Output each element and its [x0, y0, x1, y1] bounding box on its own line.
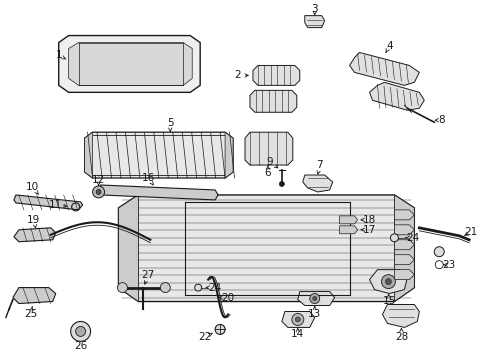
- Polygon shape: [394, 195, 413, 302]
- Text: 4: 4: [386, 41, 392, 50]
- Text: 18: 18: [362, 215, 375, 225]
- Polygon shape: [84, 132, 92, 178]
- Text: 20: 20: [221, 293, 234, 302]
- Text: 21: 21: [464, 227, 477, 237]
- Polygon shape: [118, 195, 413, 302]
- Text: 6: 6: [264, 168, 271, 178]
- Text: 24: 24: [406, 233, 419, 243]
- Polygon shape: [249, 90, 296, 112]
- Text: 25: 25: [24, 310, 38, 319]
- Polygon shape: [339, 216, 357, 224]
- Text: 10: 10: [26, 182, 40, 192]
- Polygon shape: [339, 226, 357, 234]
- Text: 7: 7: [316, 160, 323, 170]
- Text: 15: 15: [382, 296, 395, 306]
- Polygon shape: [14, 195, 82, 210]
- Circle shape: [389, 234, 398, 242]
- Polygon shape: [59, 36, 200, 92]
- Polygon shape: [252, 66, 299, 85]
- Text: 26: 26: [74, 341, 87, 351]
- Circle shape: [71, 321, 90, 341]
- Text: 12: 12: [92, 175, 105, 185]
- Text: 1: 1: [55, 50, 62, 60]
- Text: 19: 19: [27, 215, 41, 225]
- Polygon shape: [394, 210, 413, 220]
- Polygon shape: [14, 228, 56, 242]
- Polygon shape: [84, 132, 233, 178]
- Polygon shape: [297, 292, 334, 306]
- Circle shape: [309, 293, 319, 303]
- Polygon shape: [394, 225, 413, 235]
- Text: 28: 28: [394, 332, 407, 342]
- Text: 3: 3: [311, 4, 317, 14]
- Circle shape: [312, 297, 316, 301]
- Circle shape: [160, 283, 170, 293]
- Polygon shape: [118, 195, 138, 302]
- Text: 14: 14: [290, 329, 304, 339]
- Circle shape: [295, 317, 300, 322]
- Text: 13: 13: [307, 310, 321, 319]
- Circle shape: [291, 314, 303, 325]
- Text: 27: 27: [142, 270, 155, 280]
- Polygon shape: [98, 185, 218, 200]
- Circle shape: [215, 324, 224, 334]
- Polygon shape: [382, 305, 419, 328]
- Text: 9: 9: [266, 157, 273, 167]
- Circle shape: [385, 279, 390, 285]
- Polygon shape: [244, 132, 292, 165]
- Text: 16: 16: [142, 173, 155, 183]
- Polygon shape: [369, 82, 424, 110]
- Text: 5: 5: [166, 118, 173, 128]
- Circle shape: [279, 181, 284, 186]
- Circle shape: [117, 283, 127, 293]
- Polygon shape: [394, 255, 413, 265]
- Polygon shape: [349, 53, 419, 85]
- Text: 2: 2: [234, 71, 241, 80]
- Text: 17: 17: [362, 225, 375, 235]
- Polygon shape: [13, 288, 56, 303]
- Polygon shape: [68, 42, 192, 85]
- Polygon shape: [394, 270, 413, 280]
- Text: 11: 11: [49, 200, 62, 210]
- Polygon shape: [304, 15, 324, 28]
- Circle shape: [433, 247, 443, 257]
- Polygon shape: [302, 175, 332, 192]
- Polygon shape: [281, 311, 314, 328]
- Circle shape: [96, 189, 101, 194]
- Circle shape: [194, 284, 201, 291]
- Polygon shape: [369, 270, 407, 293]
- Text: 23: 23: [442, 260, 455, 270]
- Polygon shape: [224, 132, 233, 178]
- Circle shape: [381, 275, 395, 289]
- Text: 22: 22: [198, 332, 211, 342]
- Circle shape: [76, 327, 85, 336]
- Polygon shape: [394, 240, 413, 250]
- Circle shape: [92, 186, 104, 198]
- Text: 8: 8: [437, 115, 444, 125]
- Text: 24: 24: [208, 283, 221, 293]
